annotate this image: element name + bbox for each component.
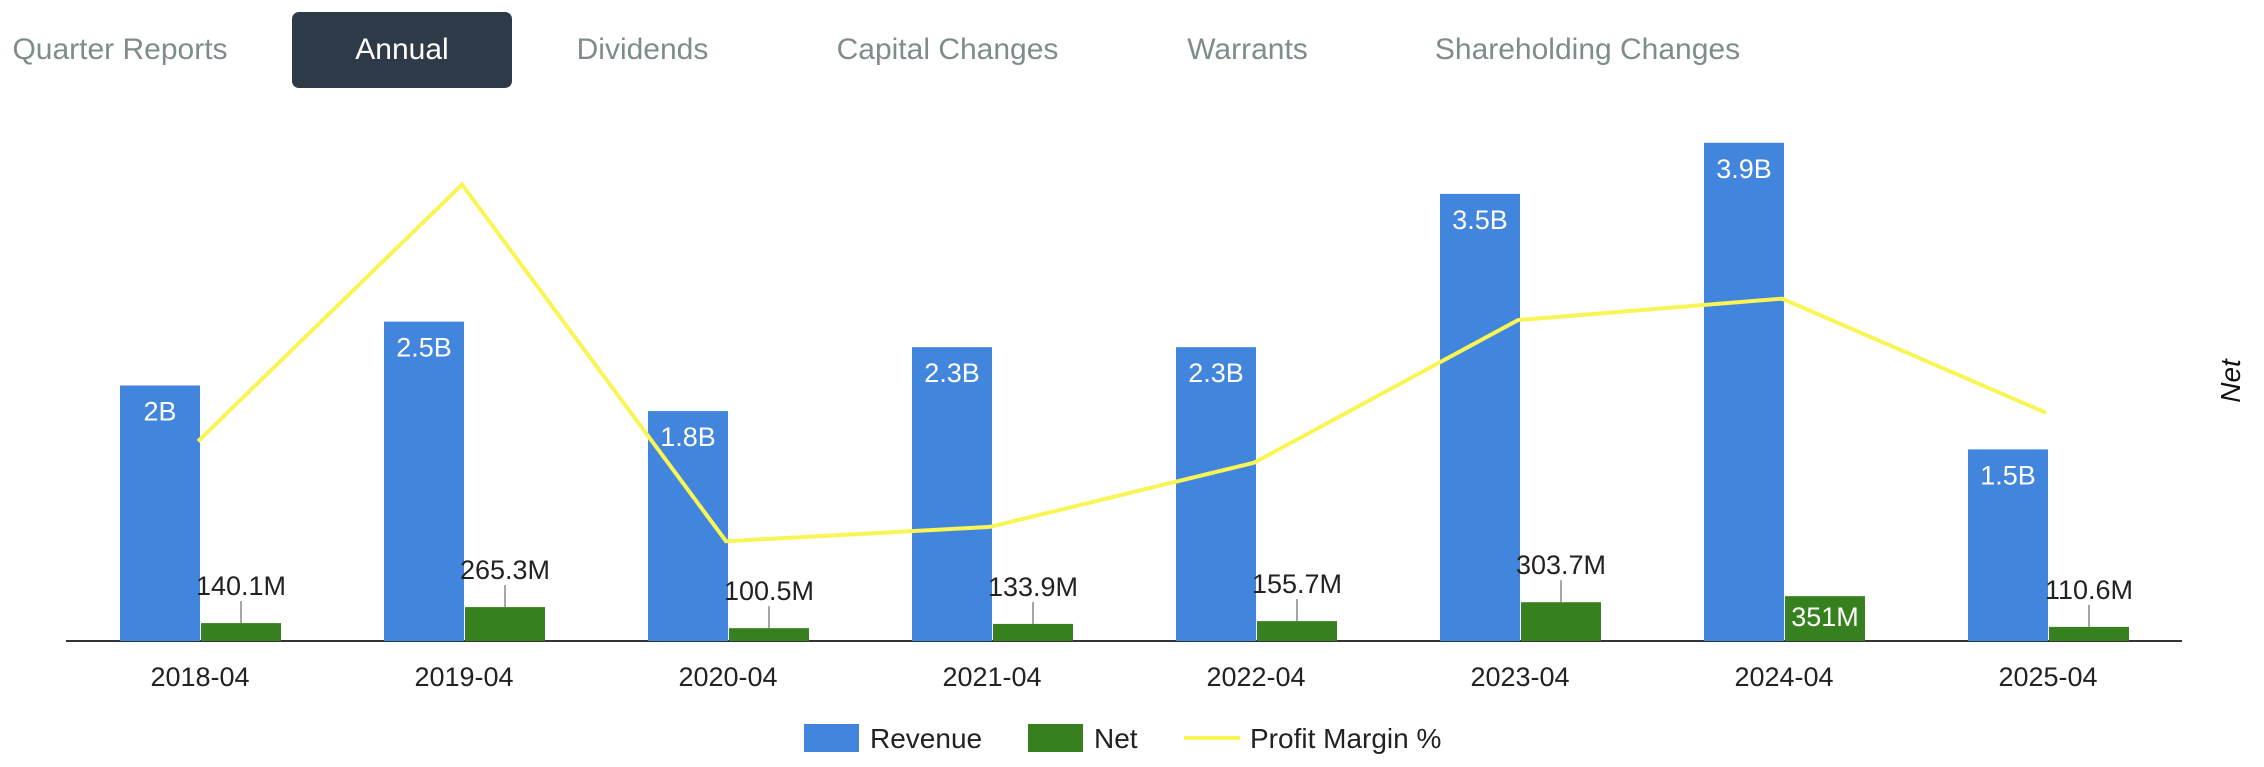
tab-warrants[interactable]: Warrants — [1187, 33, 1308, 66]
profit-margin-line — [196, 181, 2047, 544]
x-tick-label: 2019-04 — [414, 662, 513, 692]
x-tick-label: 2024-04 — [1734, 662, 1833, 692]
revenue-bar — [1968, 449, 2048, 641]
tab-capital-changes[interactable]: Capital Changes — [836, 33, 1059, 66]
net-bar-label: 155.7M — [1252, 569, 1342, 599]
x-tick-label: 2018-04 — [150, 662, 249, 692]
legend-revenue-label: Revenue — [870, 723, 982, 754]
revenue-bar — [120, 385, 200, 641]
net-bar-label: 100.5M — [724, 576, 814, 606]
x-tick-label: 2020-04 — [678, 662, 777, 692]
x-tick-label: 2022-04 — [1206, 662, 1305, 692]
revenue-bar — [912, 347, 992, 641]
revenue-bar — [1440, 193, 1520, 641]
legend-net-swatch — [1028, 724, 1083, 752]
net-bar — [201, 623, 281, 641]
x-tick-label: 2025-04 — [1998, 662, 2097, 692]
net-bar — [1257, 621, 1337, 641]
revenue-bar-label: 1.8B — [660, 422, 716, 452]
net-bar — [729, 628, 809, 641]
revenue-bar-label: 3.5B — [1452, 205, 1508, 235]
net-bar-label: 140.1M — [196, 571, 286, 601]
net-bar — [2049, 626, 2129, 641]
net-bar-label: 133.9M — [988, 572, 1078, 602]
net-bar — [465, 607, 545, 641]
net-bar-label: 351M — [1791, 602, 1859, 632]
report-tabs: Quarter Reports Annual Dividends Capital… — [0, 12, 2264, 90]
revenue-bar-label: 2.3B — [1188, 358, 1244, 388]
revenue-bar — [384, 321, 464, 641]
revenue-bar-label: 2.5B — [396, 333, 452, 363]
x-tick-label: 2023-04 — [1470, 662, 1569, 692]
legend-net-label: Net — [1094, 723, 1138, 754]
tab-shareholding-changes[interactable]: Shareholding Changes — [1434, 33, 1741, 66]
tab-quarter-reports[interactable]: Quarter Reports — [12, 33, 228, 66]
tab-dividends[interactable]: Dividends — [576, 33, 709, 66]
tab-annual[interactable]: Annual — [292, 12, 512, 88]
net-bar — [1785, 596, 1865, 641]
legend-profit-margin-label: Profit Margin % — [1250, 723, 1441, 754]
revenue-bar-label: 2B — [143, 397, 176, 427]
revenue-bar-label: 3.9B — [1716, 154, 1772, 184]
net-bar — [993, 623, 1073, 641]
x-tick-label: 2021-04 — [942, 662, 1041, 692]
net-bar-label: 265.3M — [460, 555, 550, 585]
net-bar — [1521, 602, 1601, 641]
net-bar-label: 110.6M — [2045, 575, 2133, 605]
revenue-bar-label: 2.3B — [924, 358, 980, 388]
revenue-bar — [1704, 142, 1784, 641]
revenue-bar-label: 1.5B — [1980, 460, 2036, 490]
legend-revenue-swatch — [804, 724, 859, 752]
right-axis-title: Net — [2215, 358, 2246, 403]
revenue-bar — [1176, 347, 1256, 641]
net-bar-label: 303.7M — [1516, 550, 1606, 580]
